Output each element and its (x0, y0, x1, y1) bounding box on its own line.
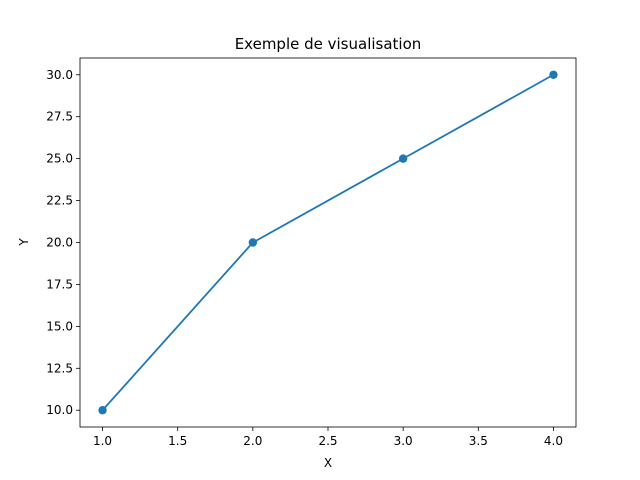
x-axis-label: X (324, 456, 332, 470)
data-point (98, 406, 107, 415)
y-tick-label: 30.0 (46, 68, 73, 82)
x-tick-label: 3.5 (469, 434, 488, 448)
x-tick-label: 3.0 (394, 434, 413, 448)
y-tick-label: 22.5 (46, 194, 73, 208)
chart-title: Exemple de visualisation (235, 35, 422, 53)
y-tick-label: 10.0 (46, 403, 73, 417)
x-tick-label: 4.0 (544, 434, 563, 448)
y-tick-label: 17.5 (46, 277, 73, 291)
x-tick-label: 1.0 (93, 434, 112, 448)
y-tick-label: 27.5 (46, 110, 73, 124)
plot-area: 1.0 1.5 2.0 2.5 3.0 3.5 4.0 10.0 12.5 15.0 17.5 20.… (46, 57, 577, 448)
x-tick-label: 1.5 (168, 434, 187, 448)
data-point (549, 70, 558, 79)
y-tick-label: 25.0 (46, 152, 73, 166)
x-tick-label: 2.0 (243, 434, 262, 448)
x-tick-label: 2.5 (318, 434, 337, 448)
data-point (248, 238, 258, 247)
series-line (101, 73, 554, 411)
y-tick-label: 20.0 (46, 236, 73, 250)
y-axis-label: Y (17, 238, 31, 247)
y-tick-label: 12.5 (46, 361, 73, 375)
data-point (398, 154, 408, 163)
plot-frame (79, 57, 577, 428)
y-tick-label: 15.0 (46, 319, 73, 333)
